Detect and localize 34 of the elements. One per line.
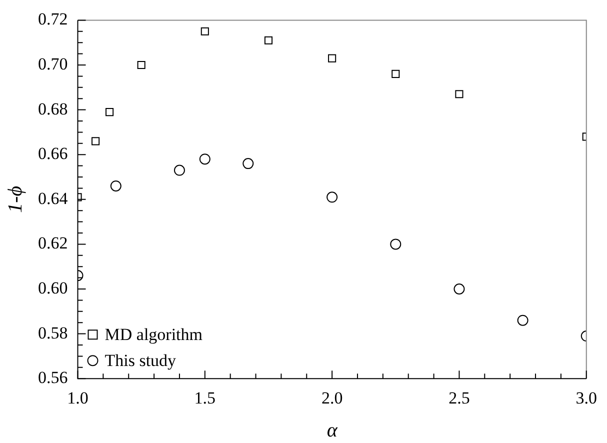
x-tick-label: 2.0 (321, 388, 343, 408)
x-tick-label: 1.5 (194, 388, 216, 408)
x-tick-label: 3.0 (576, 388, 597, 408)
point (454, 284, 465, 294)
legend-label: This study (104, 351, 177, 370)
point (517, 314, 528, 326)
y-tick-label: 0.56 (38, 368, 68, 388)
point (199, 154, 210, 165)
y-tick-label: 0.66 (38, 144, 68, 164)
point (455, 90, 464, 98)
y-tick-label: 0.62 (38, 234, 68, 253)
point (242, 158, 254, 170)
point (92, 137, 100, 146)
point (110, 180, 122, 192)
x-axis-title: α (326, 419, 338, 442)
point (174, 164, 185, 176)
point (264, 36, 273, 44)
point (137, 60, 146, 70)
y-tick-label: 0.70 (38, 54, 68, 74)
point (328, 54, 336, 62)
x-tick-label: 2.5 (448, 388, 470, 408)
point (106, 108, 114, 116)
point (200, 27, 209, 36)
x-tick-label: 1.0 (67, 388, 88, 408)
y-tick-label: 0.58 (38, 323, 68, 342)
y-tick-label: 0.60 (38, 278, 68, 298)
y-tick-label: 0.64 (38, 188, 68, 208)
legend-label: MD algorithm (104, 325, 202, 344)
y-axis-title: 1-ϕ (4, 186, 26, 213)
y-tick-label: 0.72 (38, 10, 68, 29)
point (390, 238, 402, 250)
point (326, 192, 338, 203)
point (392, 70, 400, 78)
y-tick-label: 0.68 (38, 99, 68, 118)
